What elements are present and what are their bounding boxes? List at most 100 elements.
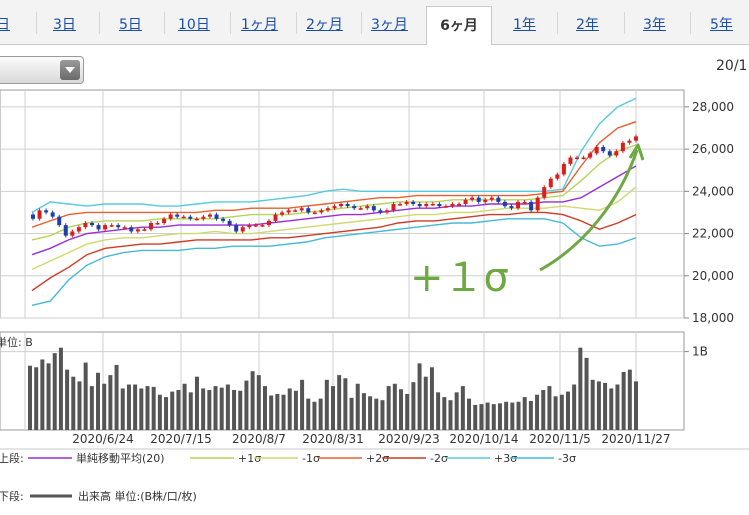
volume-bar	[615, 384, 620, 430]
candle-body	[430, 204, 435, 206]
legend-item-label: -3σ	[558, 452, 576, 465]
candle-body	[280, 212, 285, 215]
volume-bar	[380, 400, 385, 430]
candle-body	[378, 210, 383, 213]
volume-bar	[262, 386, 267, 430]
volume-bar	[213, 386, 218, 430]
x-tick-label: 2020/8/7	[232, 432, 286, 446]
candle-body	[443, 206, 448, 208]
candle-body	[345, 204, 350, 207]
volume-bar	[460, 386, 465, 430]
candle-body	[561, 163, 566, 175]
candle-body	[247, 225, 252, 228]
volume-bar	[126, 384, 131, 430]
candle-body	[214, 214, 219, 219]
candle-body	[31, 214, 35, 219]
candle-body	[293, 210, 298, 212]
volume-bar	[448, 400, 453, 430]
candle-body	[63, 225, 68, 236]
candle-body	[201, 216, 206, 219]
volume-bar	[479, 404, 484, 430]
tab-separator	[230, 12, 231, 34]
tab-5years[interactable]: 5年	[710, 17, 733, 33]
candle-body	[489, 197, 494, 200]
volume-plot-area	[0, 331, 685, 431]
tab-1day[interactable]: 日	[0, 17, 10, 33]
volume-bar	[423, 376, 428, 430]
volume-bar	[510, 402, 515, 430]
candle-body	[535, 197, 540, 211]
volume-bar	[553, 396, 558, 430]
candle-body	[260, 225, 265, 227]
tab-2years[interactable]: 2年	[576, 17, 599, 33]
candle-body	[89, 223, 94, 226]
y-tick-label: 22,000	[692, 227, 734, 241]
tab-6months[interactable]: 6ヶ月	[426, 6, 492, 45]
tab-3months[interactable]: 3ヶ月	[371, 17, 408, 33]
annotation-label: +１σ	[410, 255, 509, 301]
volume-bar	[89, 386, 94, 430]
legend-volume-label: 出来高 単位:(B株/口/枚)	[78, 489, 197, 503]
chevron-down-icon[interactable]	[60, 60, 80, 80]
volume-bar	[535, 394, 540, 430]
volume-bar	[256, 375, 261, 430]
tab-1month[interactable]: 1ヶ月	[241, 17, 278, 33]
chart-type-select[interactable]	[0, 56, 84, 84]
volume-bar	[102, 383, 107, 430]
candle-body	[594, 147, 599, 154]
candle-body	[37, 210, 42, 219]
candle-body	[627, 140, 632, 143]
candle-body	[221, 218, 226, 221]
tab-3years[interactable]: 3年	[643, 17, 666, 33]
candle-body	[129, 227, 134, 232]
volume-bar	[151, 386, 156, 430]
volume-bar	[207, 390, 212, 430]
annotation-arrow	[539, 149, 639, 272]
volume-bar	[442, 397, 447, 430]
volume-bar	[46, 363, 51, 430]
volume-bar	[584, 357, 589, 430]
candle-body	[83, 223, 88, 228]
volume-bar	[609, 388, 614, 430]
volume-bar	[108, 375, 113, 430]
candle-body	[306, 208, 311, 213]
legend-upper-label: 上段:	[0, 451, 24, 465]
candle-body	[240, 227, 245, 232]
candle-body	[542, 187, 547, 198]
volume-bar	[504, 401, 509, 430]
volume-bar	[522, 397, 527, 430]
volume-bar	[559, 394, 564, 430]
candle-body	[50, 212, 55, 217]
candle-body	[339, 204, 344, 207]
candle-body	[155, 223, 160, 225]
candle-body	[188, 216, 193, 219]
volume-bar	[361, 393, 366, 430]
candle-body	[181, 216, 186, 219]
candle-body	[122, 227, 127, 229]
volume-bar	[374, 398, 379, 430]
volume-bar	[572, 384, 577, 430]
volume-bar	[603, 382, 608, 430]
legend-item-label: 単純移動平均(20)	[76, 451, 165, 465]
candle-body	[588, 153, 593, 158]
tab-separator	[296, 12, 297, 34]
candle-body	[103, 225, 108, 230]
candle-body	[437, 204, 442, 207]
volume-bar	[164, 397, 169, 430]
tab-5days[interactable]: 5日	[119, 17, 142, 33]
volume-bar	[250, 371, 255, 430]
volume-bar	[300, 379, 305, 430]
volume-bar	[312, 401, 317, 430]
volume-bar	[516, 401, 521, 430]
candle-body	[555, 174, 560, 179]
tab-1year[interactable]: 1年	[513, 17, 536, 33]
volume-bar	[133, 384, 138, 430]
tab-3days[interactable]: 3日	[53, 17, 76, 33]
candle-body	[332, 206, 337, 209]
tab-10days[interactable]: 10日	[178, 17, 210, 33]
tab-2months[interactable]: 2ヶ月	[306, 17, 343, 33]
candle-body	[483, 199, 488, 202]
candle-body	[411, 201, 416, 204]
candle-body	[142, 229, 147, 231]
